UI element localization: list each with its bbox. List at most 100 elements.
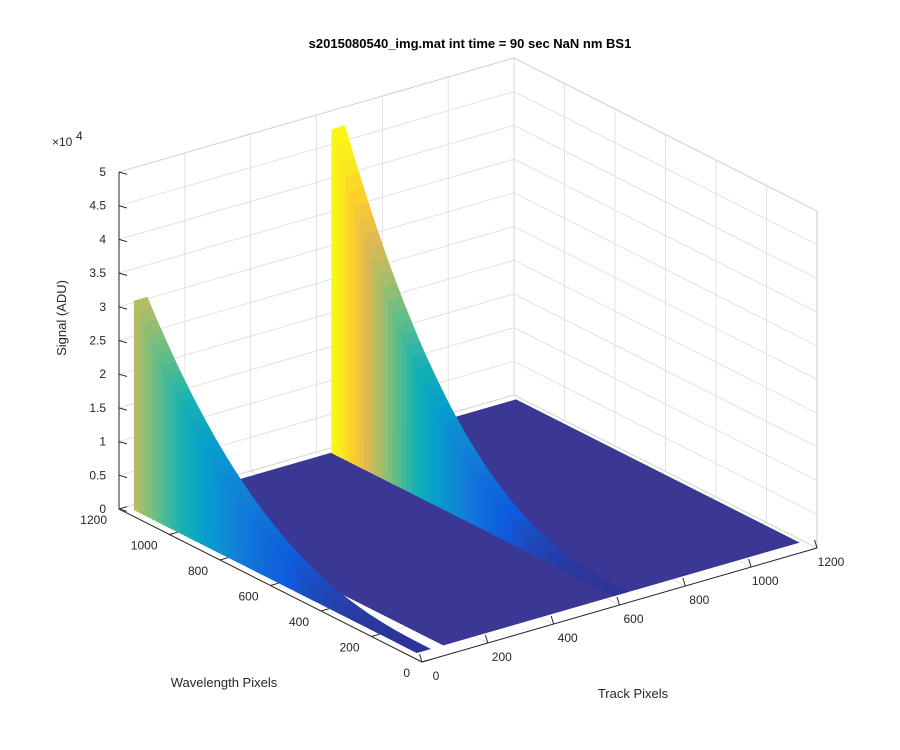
ridge-front-strip xyxy=(275,546,281,585)
x-tick-label: 200 xyxy=(492,650,512,664)
ridge-front-strip xyxy=(176,394,182,535)
z-tick-label: 4 xyxy=(99,232,106,246)
ridge-front-strip xyxy=(251,517,258,573)
x-axis-label: Track Pixels xyxy=(598,686,669,701)
y-tick xyxy=(169,531,178,535)
ridge-front-strip xyxy=(181,403,187,537)
ridge-front-strip xyxy=(162,365,168,528)
z-axis-label: Signal (ADU) xyxy=(54,280,69,356)
ridge-front-strip xyxy=(242,504,248,568)
z-exponent: ×10 4 xyxy=(52,129,83,149)
ridge-front-strip xyxy=(467,462,474,525)
ridge-front-strip xyxy=(477,476,483,530)
ridge-front-strip xyxy=(449,431,455,516)
ridge-front-strip xyxy=(354,206,361,468)
z-tick xyxy=(118,306,128,310)
z-tick xyxy=(118,441,128,445)
grid-line-z xyxy=(118,124,818,279)
x-tick-label: 600 xyxy=(623,612,643,626)
grid-line-z xyxy=(118,57,818,212)
y-tick xyxy=(270,582,279,586)
grid-line-z xyxy=(118,226,818,380)
ridge-front-strip xyxy=(458,447,464,520)
ridge-front-strip xyxy=(392,312,398,487)
ridge-front-strip xyxy=(420,377,427,501)
grid-line-z xyxy=(118,259,818,414)
ridge-front-strip xyxy=(439,415,446,511)
ridge-front-strip xyxy=(199,437,206,547)
y-tick-label: 0 xyxy=(403,666,410,680)
z-tick xyxy=(118,205,128,209)
y-tick-label: 400 xyxy=(289,615,309,629)
ridge-front-strip xyxy=(171,384,177,532)
y-tick-label: 600 xyxy=(238,590,258,604)
z-tick-label: 0 xyxy=(99,502,106,516)
ridge-front-strip xyxy=(214,461,220,554)
ridge-front-strip xyxy=(402,335,408,492)
ridge-front-strip xyxy=(416,367,422,499)
x-tick-label: 800 xyxy=(689,593,709,607)
y-tick xyxy=(421,659,431,663)
ridge-front-strip xyxy=(373,262,380,478)
ridge-front-strip xyxy=(185,412,191,539)
ridge-front-strip xyxy=(237,497,243,566)
z-tick xyxy=(118,407,128,411)
ridge-front-strip xyxy=(496,502,502,540)
ridge-front-strip xyxy=(387,300,394,485)
y-tick xyxy=(320,608,330,612)
x-tick-label: 1200 xyxy=(818,555,845,569)
peak-ridge-2 xyxy=(331,125,629,597)
y-tick-label: 200 xyxy=(339,641,359,655)
ridge-front-strip xyxy=(369,248,375,475)
z-tick xyxy=(118,508,128,512)
z-tick-label: 3.5 xyxy=(89,266,106,280)
ridge-front-strip xyxy=(223,476,229,558)
x-tick xyxy=(814,539,818,549)
ridge-front-strip xyxy=(345,176,351,463)
ridge-front-strip xyxy=(331,129,337,456)
z-exponent-power: 4 xyxy=(76,129,83,143)
surface xyxy=(133,125,800,654)
z-tick xyxy=(118,238,128,243)
ridge-front-strip xyxy=(453,439,460,518)
y-tick-label: 1000 xyxy=(131,539,158,553)
x-tick-label: 400 xyxy=(558,631,578,645)
ridge-front-strip xyxy=(270,540,276,582)
grid-line-z xyxy=(118,192,818,347)
ridge-front-strip xyxy=(133,300,140,513)
ridge-front-strip xyxy=(279,551,286,587)
x-tick-label: 0 xyxy=(433,669,440,683)
z-tick xyxy=(118,171,128,175)
ridge-front-strip xyxy=(195,428,201,544)
y-tick-label: 800 xyxy=(188,564,208,578)
x-tick xyxy=(550,615,555,625)
ridge-front-strip xyxy=(218,469,224,556)
ridge-front-strip xyxy=(209,453,215,551)
z-tick-label: 1 xyxy=(99,435,106,449)
ridge-front-strip xyxy=(430,397,436,506)
x-tick xyxy=(419,653,423,663)
ridge-front-strip xyxy=(340,161,347,461)
y-tick xyxy=(371,633,380,637)
ridge-front-strip xyxy=(411,357,417,497)
grid-line-z xyxy=(118,293,818,448)
ridge-front-strip xyxy=(166,375,173,530)
ridge-front-strip xyxy=(148,334,154,520)
z-tick xyxy=(118,340,128,344)
z-tick-label: 2 xyxy=(99,367,106,381)
ridge-front-strip xyxy=(336,145,342,459)
z-tick-label: 3 xyxy=(99,300,106,314)
z-tick xyxy=(118,373,128,377)
ridge-front-strip xyxy=(472,469,479,528)
ridge-front-strip xyxy=(491,496,497,537)
ridge-front-strip xyxy=(350,191,356,466)
ridge-front-strip xyxy=(143,323,149,518)
x-tick-label: 1000 xyxy=(752,574,779,588)
ridge-front-strip xyxy=(383,287,389,482)
ridge-top-strip xyxy=(608,589,629,597)
ridge-front-strip xyxy=(284,556,291,589)
ridge-front-strip xyxy=(378,275,384,480)
grid-line-z xyxy=(118,158,818,313)
